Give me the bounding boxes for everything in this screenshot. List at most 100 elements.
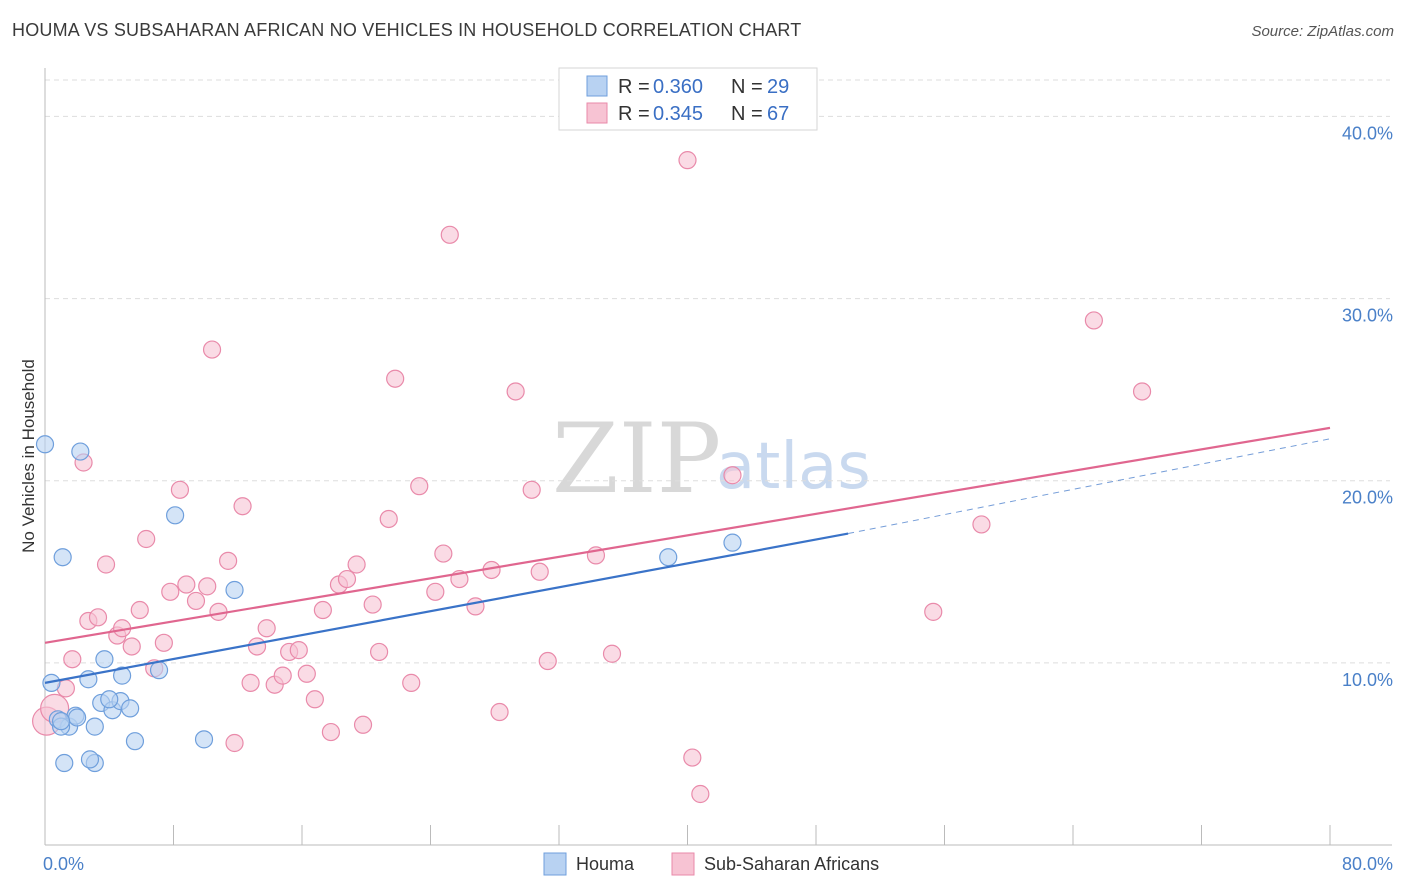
houma-point — [71, 442, 90, 461]
ssa-point — [289, 641, 308, 660]
trendline-sub-saharan-africans — [44, 426, 1331, 644]
ssa-point — [137, 529, 156, 549]
ssa-point — [490, 702, 509, 722]
ssa-point — [202, 340, 222, 359]
trendlines — [44, 426, 1331, 684]
ssa-point — [363, 595, 382, 614]
y-tick-labels: 10.0% 20.0% 30.0% 40.0% — [1342, 123, 1393, 689]
ssa-point — [683, 748, 702, 767]
ssa-point — [370, 642, 389, 662]
ssa-point — [122, 637, 141, 656]
houma-point — [149, 661, 169, 680]
ssa-point — [347, 555, 366, 574]
ssa-point — [305, 690, 324, 709]
y-tick-label-2: 30.0% — [1342, 306, 1393, 326]
ssa-point — [602, 644, 622, 663]
houma-point — [55, 753, 74, 773]
legend-bottom: Houma Sub-Saharan Africans — [543, 852, 879, 876]
ssa-point — [972, 515, 991, 534]
ssa-point — [924, 602, 943, 621]
watermark-zip: ZIP — [552, 403, 721, 515]
legend-n-value-houma: 29 — [767, 76, 789, 98]
houma-point — [121, 699, 140, 718]
ssa-point — [130, 600, 149, 620]
ssa-point — [154, 633, 173, 652]
ssa-point — [386, 369, 405, 388]
ssa-point — [1084, 311, 1103, 330]
ssa-point — [402, 673, 421, 692]
ssa-point — [313, 600, 332, 620]
trendline-houma — [44, 532, 849, 684]
legend-r-value-houma: 0.360 — [653, 76, 703, 98]
legend-swatch-ssa — [586, 102, 608, 124]
ssa-point — [233, 497, 252, 516]
ssa-point — [379, 509, 398, 529]
houma-point — [166, 506, 185, 525]
ssa-point — [297, 664, 316, 683]
y-axis-label: No Vehicles in Household — [19, 359, 38, 553]
ssa-point — [337, 569, 357, 589]
watermark: ZIP atlas — [552, 403, 871, 515]
legend-n-value-ssa: 67 — [767, 103, 789, 125]
legend-bottom-swatch-houma — [543, 852, 567, 876]
houma-point — [95, 650, 114, 669]
houma-point — [112, 666, 132, 685]
ssa-point — [538, 651, 557, 671]
series-houma — [35, 435, 742, 773]
ssa-point — [1132, 382, 1152, 401]
watermark-atlas: atlas — [716, 430, 871, 504]
ssa-point — [353, 715, 373, 734]
ssa-point — [186, 591, 206, 611]
legend-n-label-ssa: N = — [731, 103, 763, 125]
legend-bottom-swatch-ssa — [671, 852, 695, 876]
legend-bottom-label-houma: Houma — [576, 854, 635, 874]
ssa-point — [257, 619, 276, 638]
ssa-point — [530, 562, 549, 581]
source-credit: Source: ZipAtlas.com — [1251, 23, 1394, 40]
legend-r-label-houma: R = — [618, 76, 650, 98]
ssa-point — [177, 575, 196, 594]
ssa-point — [723, 466, 742, 485]
houma-point — [85, 717, 104, 736]
houma-point — [80, 750, 100, 769]
houma-point — [100, 690, 119, 709]
houma-point — [194, 730, 214, 749]
ssa-point — [161, 582, 180, 601]
houma-point — [723, 533, 742, 552]
ssa-point — [321, 722, 341, 742]
houma-point — [659, 548, 678, 567]
houma-point — [35, 435, 55, 454]
chart-title: HOUMA VS SUBSAHARAN AFRICAN NO VEHICLES … — [12, 20, 802, 40]
ssa-point — [273, 666, 292, 685]
ssa-point — [241, 673, 260, 692]
houma-point — [51, 712, 71, 731]
houma-point — [68, 708, 87, 727]
ssa-point — [434, 544, 453, 563]
ssa-point — [96, 555, 116, 574]
series-sub-saharan-africans — [32, 151, 1152, 804]
legend-top: R = 0.360 N = 29 R = 0.345 N = 67 — [558, 67, 818, 131]
legend-bottom-label-ssa: Sub-Saharan Africans — [704, 854, 879, 874]
ssa-point — [426, 582, 445, 601]
ssa-point — [466, 597, 485, 616]
legend-swatch-houma — [586, 75, 608, 97]
houma-point — [225, 580, 244, 600]
legend-r-value-ssa: 0.345 — [653, 103, 703, 125]
legend-n-label-houma: N = — [731, 76, 763, 98]
ssa-point — [88, 608, 108, 627]
houma-point — [53, 548, 72, 567]
ssa-point — [410, 477, 429, 496]
x-tick-label-0: 0.0% — [43, 854, 84, 874]
y-tick-label-3: 40.0% — [1342, 123, 1393, 143]
houma-point — [125, 732, 145, 751]
ssa-point — [506, 382, 525, 401]
ssa-point — [522, 480, 541, 499]
y-tick-label-1: 20.0% — [1342, 488, 1393, 508]
ssa-point — [678, 151, 697, 170]
y-tick-label-0: 10.0% — [1342, 670, 1393, 690]
ssa-point — [691, 784, 710, 804]
grid-lines — [45, 79, 1390, 664]
ssa-point — [440, 225, 459, 244]
x-tick-labels: 0.0% 80.0% — [43, 854, 1393, 874]
